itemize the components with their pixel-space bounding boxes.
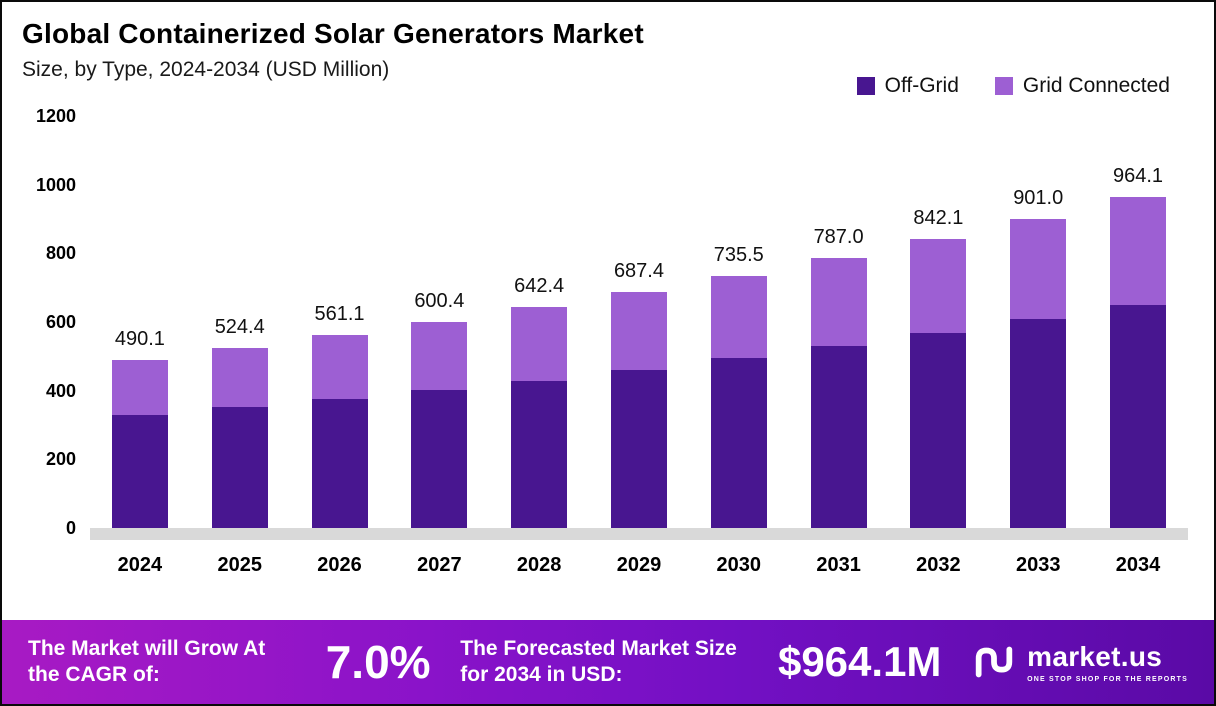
brand-tagline: ONE STOP SHOP FOR THE REPORTS — [1027, 676, 1188, 683]
bar-segment-grid-connected — [111, 359, 168, 415]
y-axis-tick: 0 — [65, 518, 76, 538]
bar-total-label: 735.5 — [713, 243, 764, 266]
y-axis-tick: 1000 — [35, 174, 76, 195]
x-axis-label: 2034 — [1115, 554, 1161, 576]
x-axis-label: 2026 — [317, 554, 362, 576]
x-axis-label: 2024 — [117, 554, 163, 576]
stacked-bar-chart: 0 200 400 600 800 1000 1200 490.1 524.4 561.1 600… — [2, 106, 1214, 577]
brand-name: market.us — [1027, 641, 1163, 672]
y-axis-tick: 400 — [45, 380, 76, 401]
bar-total-label: 561.1 — [314, 303, 365, 326]
forecast-label: The Forecasted Market Size for 2034 in U… — [460, 636, 737, 686]
brand-text-block: market.us ONE STOP SHOP FOR THE REPORTS — [1027, 641, 1188, 683]
legend-item: Grid Connected — [994, 74, 1170, 98]
legend-label: Off-Grid — [884, 74, 959, 97]
bar-group: 561.1 — [311, 303, 368, 528]
y-axis-tick: 800 — [45, 243, 76, 264]
legend-label: Grid Connected — [1022, 74, 1170, 97]
bar-group: 787.0 — [810, 225, 867, 528]
legend-item: Off-Grid — [856, 74, 959, 98]
bars: 490.1 524.4 561.1 600.4 642.4 687.4 735.5 787.0… — [90, 116, 1188, 528]
brand-logo: market.us ONE STOP SHOP FOR THE REPORTS — [971, 639, 1188, 685]
chart-subtitle: Size, by Type, 2024-2034 (USD Million) — [22, 58, 390, 81]
bar-segment-off-grid — [111, 414, 168, 528]
bar-group: 735.5 — [710, 243, 767, 528]
x-axis-line — [90, 528, 1188, 540]
x-labels: 2024 2025 2026 2027 2028 2029 2030 2031 2032 2033… — [90, 554, 1188, 577]
bar-segment-grid-connected — [1110, 197, 1167, 305]
x-axis-label: 2028 — [516, 554, 562, 576]
bar-segment-grid-connected — [211, 347, 268, 408]
x-axis-label: 2031 — [816, 554, 861, 576]
footer-banner: The Market will Grow At the CAGR of: 7.0… — [2, 620, 1214, 704]
chart-header: Global Containerized Solar Generators Ma… — [2, 2, 1214, 97]
bar-total-label: 964.1 — [1113, 165, 1164, 188]
bar-segment-off-grid — [1010, 319, 1067, 528]
bar-segment-grid-connected — [810, 257, 867, 347]
bar-segment-grid-connected — [1010, 218, 1067, 320]
bar-segment-grid-connected — [311, 335, 368, 400]
x-axis-label: 2029 — [616, 554, 662, 576]
bar-segment-off-grid — [211, 407, 268, 528]
bar-segment-off-grid — [511, 380, 568, 528]
cagr-label: The Market will Grow At the CAGR of: — [28, 636, 266, 686]
bar-total-label: 524.4 — [214, 315, 265, 338]
bar-segment-off-grid — [810, 346, 867, 528]
x-axis-label: 2027 — [417, 554, 462, 576]
bar-group: 964.1 — [1110, 165, 1167, 528]
bar-segment-grid-connected — [411, 321, 468, 391]
bar-segment-grid-connected — [710, 275, 767, 359]
legend-swatch — [856, 77, 875, 95]
bar-segment-off-grid — [710, 358, 767, 528]
y-axis-tick: 200 — [45, 449, 76, 470]
bar-group: 524.4 — [211, 315, 268, 528]
market-us-logo-icon — [971, 639, 1017, 685]
page-title: Global Containerized Solar Generators Ma… — [22, 18, 644, 49]
bar-segment-grid-connected — [511, 307, 568, 381]
bar-group: 842.1 — [910, 206, 967, 528]
x-axis-label: 2033 — [1015, 554, 1061, 576]
bar-group: 600.4 — [411, 289, 468, 528]
bar-total-label: 642.4 — [514, 275, 565, 298]
legend: Off-Grid Grid Connected — [856, 74, 1170, 98]
bar-total-label: 490.1 — [114, 327, 165, 350]
legend-swatch — [994, 77, 1013, 95]
bar-segment-off-grid — [411, 390, 468, 528]
bar-total-label: 787.0 — [813, 225, 864, 248]
bar-segment-grid-connected — [610, 292, 667, 371]
x-axis-label: 2025 — [217, 554, 262, 576]
bar-total-label: 842.1 — [913, 206, 964, 229]
bar-segment-grid-connected — [910, 238, 967, 333]
bar-segment-off-grid — [610, 370, 667, 528]
bar-total-label: 901.0 — [1013, 186, 1064, 209]
bar-segment-off-grid — [311, 399, 368, 528]
bar-total-label: 600.4 — [414, 289, 465, 312]
bar-segment-off-grid — [910, 333, 967, 528]
x-axis-label: 2030 — [716, 554, 762, 576]
bar-segment-off-grid — [1110, 304, 1167, 528]
forecast-value: $964.1M — [777, 638, 942, 685]
bar-group: 490.1 — [111, 327, 168, 528]
y-axis-tick: 600 — [45, 312, 76, 332]
bar-group: 642.4 — [511, 275, 568, 528]
cagr-value: 7.0% — [325, 636, 431, 688]
y-axis-tick: 1200 — [35, 106, 76, 126]
bar-group: 687.4 — [610, 260, 667, 528]
bar-total-label: 687.4 — [613, 260, 664, 283]
bar-group: 901.0 — [1010, 186, 1067, 528]
plot-area: 490.1 524.4 561.1 600.4 642.4 687.4 735.5 787.0… — [90, 116, 1188, 577]
y-axis: 0 200 400 600 800 1000 1200 — [22, 106, 90, 538]
x-axis-label: 2032 — [916, 554, 961, 576]
